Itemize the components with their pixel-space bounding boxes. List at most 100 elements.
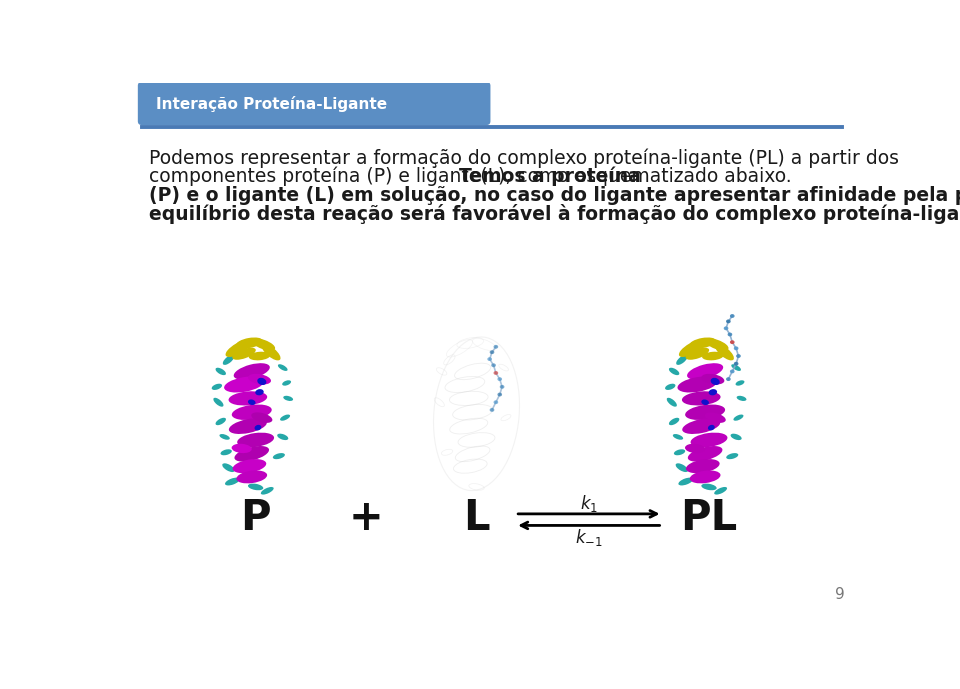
Text: Interação Proteína-Ligante: Interação Proteína-Ligante <box>156 96 387 112</box>
Text: Podemos representar a formação do complexo proteína-ligante (PL) a partir dos: Podemos representar a formação do comple… <box>150 148 900 167</box>
Ellipse shape <box>249 351 271 360</box>
Text: PL: PL <box>681 497 737 539</box>
Ellipse shape <box>730 340 734 344</box>
Ellipse shape <box>212 384 222 390</box>
Ellipse shape <box>493 400 498 404</box>
Ellipse shape <box>490 350 494 354</box>
FancyBboxPatch shape <box>138 82 491 125</box>
Ellipse shape <box>687 446 723 462</box>
Ellipse shape <box>710 378 720 385</box>
Ellipse shape <box>255 389 264 395</box>
Ellipse shape <box>237 433 274 447</box>
Ellipse shape <box>497 377 502 381</box>
Ellipse shape <box>676 463 688 472</box>
Ellipse shape <box>226 340 252 357</box>
Ellipse shape <box>683 418 720 434</box>
Ellipse shape <box>221 449 231 455</box>
Ellipse shape <box>732 364 741 371</box>
Ellipse shape <box>726 453 738 459</box>
Ellipse shape <box>248 484 263 491</box>
Ellipse shape <box>228 391 267 406</box>
Ellipse shape <box>690 433 728 447</box>
Ellipse shape <box>730 314 734 318</box>
Ellipse shape <box>705 413 726 423</box>
Ellipse shape <box>493 345 498 349</box>
Ellipse shape <box>248 374 271 384</box>
Ellipse shape <box>736 395 747 401</box>
Ellipse shape <box>733 347 738 350</box>
Ellipse shape <box>685 404 725 420</box>
Ellipse shape <box>231 444 252 453</box>
Ellipse shape <box>261 487 274 495</box>
Ellipse shape <box>669 418 680 425</box>
Text: Temos a proteína: Temos a proteína <box>459 167 640 186</box>
Ellipse shape <box>726 377 731 381</box>
Ellipse shape <box>736 354 741 358</box>
Ellipse shape <box>273 453 285 459</box>
Ellipse shape <box>731 433 742 440</box>
Text: equilíbrio desta reação será favorável à formação do complexo proteína-ligante (: equilíbrio desta reação será favorável à… <box>150 203 960 223</box>
Ellipse shape <box>687 363 723 380</box>
Ellipse shape <box>665 384 676 390</box>
Ellipse shape <box>667 398 677 407</box>
Ellipse shape <box>685 444 705 453</box>
Ellipse shape <box>679 340 705 357</box>
Ellipse shape <box>277 433 288 440</box>
Ellipse shape <box>277 364 288 371</box>
Text: +: + <box>348 497 383 539</box>
Ellipse shape <box>223 355 234 365</box>
Text: (P) e o ligante (L) em solução, no caso do ligante apresentar afinidade pela pro: (P) e o ligante (L) em solução, no caso … <box>150 185 960 205</box>
Ellipse shape <box>280 415 290 421</box>
Ellipse shape <box>225 477 240 486</box>
Ellipse shape <box>490 408 494 412</box>
Ellipse shape <box>252 413 273 423</box>
Ellipse shape <box>708 425 715 431</box>
Ellipse shape <box>213 398 224 407</box>
Ellipse shape <box>232 459 266 473</box>
Ellipse shape <box>254 425 261 431</box>
Ellipse shape <box>674 449 685 455</box>
Ellipse shape <box>488 357 492 361</box>
Ellipse shape <box>492 363 496 367</box>
Ellipse shape <box>689 338 716 349</box>
Ellipse shape <box>257 378 266 385</box>
Text: L: L <box>463 497 490 539</box>
Ellipse shape <box>262 344 280 360</box>
Text: 9: 9 <box>835 588 845 602</box>
Ellipse shape <box>733 362 738 366</box>
Ellipse shape <box>726 320 731 323</box>
Ellipse shape <box>702 351 724 360</box>
Ellipse shape <box>231 404 272 420</box>
Text: $k_1$: $k_1$ <box>580 493 598 513</box>
Ellipse shape <box>234 446 269 462</box>
Ellipse shape <box>223 463 235 472</box>
Ellipse shape <box>236 471 267 484</box>
Ellipse shape <box>682 391 721 406</box>
Ellipse shape <box>248 400 255 405</box>
Ellipse shape <box>497 393 502 396</box>
Text: $k_{-1}$: $k_{-1}$ <box>575 527 603 548</box>
Ellipse shape <box>236 338 263 349</box>
Ellipse shape <box>216 368 226 375</box>
Text: P: P <box>240 497 271 539</box>
Ellipse shape <box>702 400 708 405</box>
Ellipse shape <box>735 380 744 386</box>
Ellipse shape <box>216 418 226 425</box>
Ellipse shape <box>728 333 732 336</box>
Ellipse shape <box>714 487 727 495</box>
Ellipse shape <box>733 415 743 421</box>
Ellipse shape <box>705 338 729 351</box>
Ellipse shape <box>679 477 693 486</box>
Ellipse shape <box>282 380 291 386</box>
Ellipse shape <box>708 389 717 395</box>
Text: componentes proteína (P) e ligante(L), como esquematizado abaixo.: componentes proteína (P) e ligante(L), c… <box>150 167 798 186</box>
Ellipse shape <box>283 395 293 401</box>
Ellipse shape <box>689 471 721 484</box>
Ellipse shape <box>686 459 720 473</box>
Ellipse shape <box>685 348 709 360</box>
Ellipse shape <box>702 374 725 384</box>
Ellipse shape <box>252 338 276 351</box>
Ellipse shape <box>715 344 733 360</box>
Ellipse shape <box>676 355 687 365</box>
Ellipse shape <box>724 327 729 330</box>
